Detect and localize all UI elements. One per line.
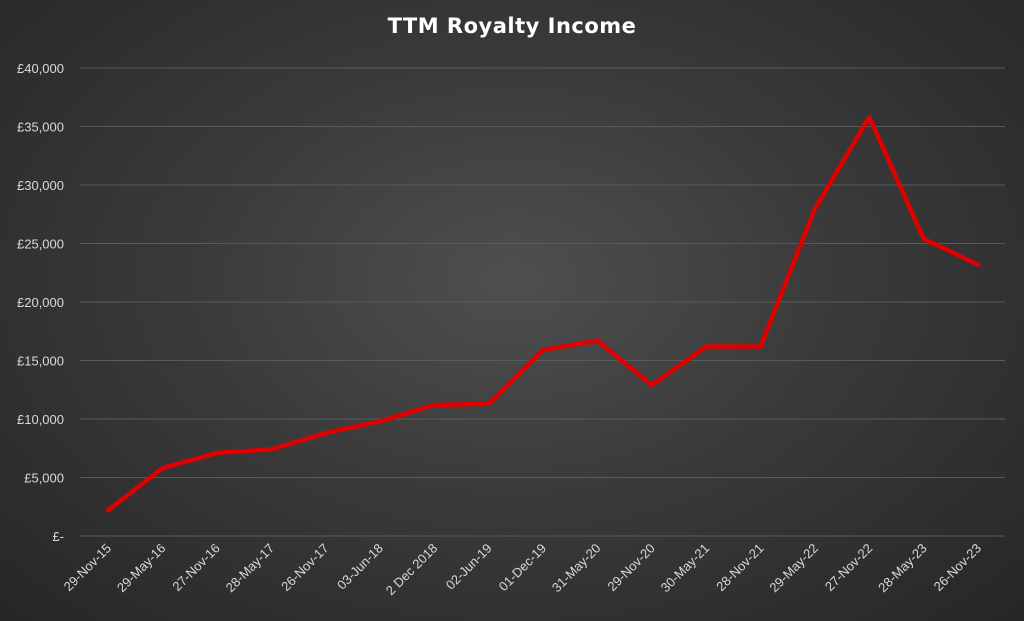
data-point bbox=[540, 347, 546, 353]
x-tick-label: 27-Nov-16 bbox=[169, 541, 223, 595]
data-point bbox=[921, 236, 926, 242]
x-tick-label: 31-May-20 bbox=[549, 541, 604, 596]
y-tick-label: £20,000 bbox=[17, 295, 64, 310]
data-point bbox=[595, 338, 600, 343]
series-layer bbox=[105, 114, 981, 513]
x-tick-label: 28-May-23 bbox=[875, 541, 930, 596]
data-point bbox=[160, 465, 165, 471]
data-point bbox=[649, 382, 654, 388]
y-tick-label: £35,000 bbox=[17, 120, 64, 135]
y-tick-label: £15,000 bbox=[17, 354, 64, 369]
x-tick-label: 27-Nov-22 bbox=[822, 541, 876, 595]
x-tick-label: 28-Nov-21 bbox=[713, 541, 767, 595]
x-tick-label: 2 Dec 2018 bbox=[383, 541, 441, 599]
x-tick-label: 29-Nov-20 bbox=[604, 541, 658, 595]
y-tick-label: £40,000 bbox=[17, 61, 64, 76]
y-tick-label: £25,000 bbox=[17, 237, 64, 252]
data-point bbox=[268, 447, 274, 452]
y-tick-label: £5,000 bbox=[24, 471, 64, 486]
data-point bbox=[105, 508, 111, 513]
data-point bbox=[432, 402, 437, 408]
x-tick-label: 29-May-22 bbox=[766, 541, 821, 596]
x-tick-label: 29-May-16 bbox=[114, 541, 169, 596]
series-line bbox=[105, 114, 981, 513]
x-tick-label: 29-Nov-15 bbox=[61, 541, 115, 595]
chart-title: TTM Royalty Income bbox=[387, 14, 637, 38]
x-tick-label: 03-Jun-18 bbox=[334, 541, 386, 593]
x-tick-label: 28-May-17 bbox=[223, 541, 278, 596]
grid-layer bbox=[80, 67, 1005, 537]
x-tick-label: 02-Jun-19 bbox=[443, 541, 495, 593]
x-tick-label: 26-Nov-17 bbox=[278, 541, 332, 595]
data-point bbox=[867, 114, 872, 120]
data-point bbox=[758, 344, 763, 349]
x-tick-label: 30-May-21 bbox=[658, 541, 713, 596]
data-point bbox=[377, 419, 383, 424]
data-point bbox=[975, 262, 981, 267]
data-point bbox=[214, 450, 219, 456]
data-point bbox=[486, 401, 491, 406]
x-tick-label: 01-Dec-19 bbox=[496, 541, 550, 595]
x-axis-ticks: 29-Nov-15 29-May-16 27-Nov-16 28-May-17 26-N… bbox=[61, 541, 985, 599]
y-axis-ticks: £- £5,000 £10,000 £15,000 £20,000 £25,000 £30,… bbox=[17, 61, 64, 544]
data-point bbox=[323, 430, 328, 436]
x-tick-label: 26-Nov-23 bbox=[931, 541, 985, 595]
y-tick-label: £- bbox=[52, 529, 64, 544]
data-point bbox=[812, 206, 818, 211]
y-tick-label: £30,000 bbox=[17, 178, 64, 193]
y-tick-label: £10,000 bbox=[17, 412, 64, 427]
data-point bbox=[703, 344, 709, 349]
